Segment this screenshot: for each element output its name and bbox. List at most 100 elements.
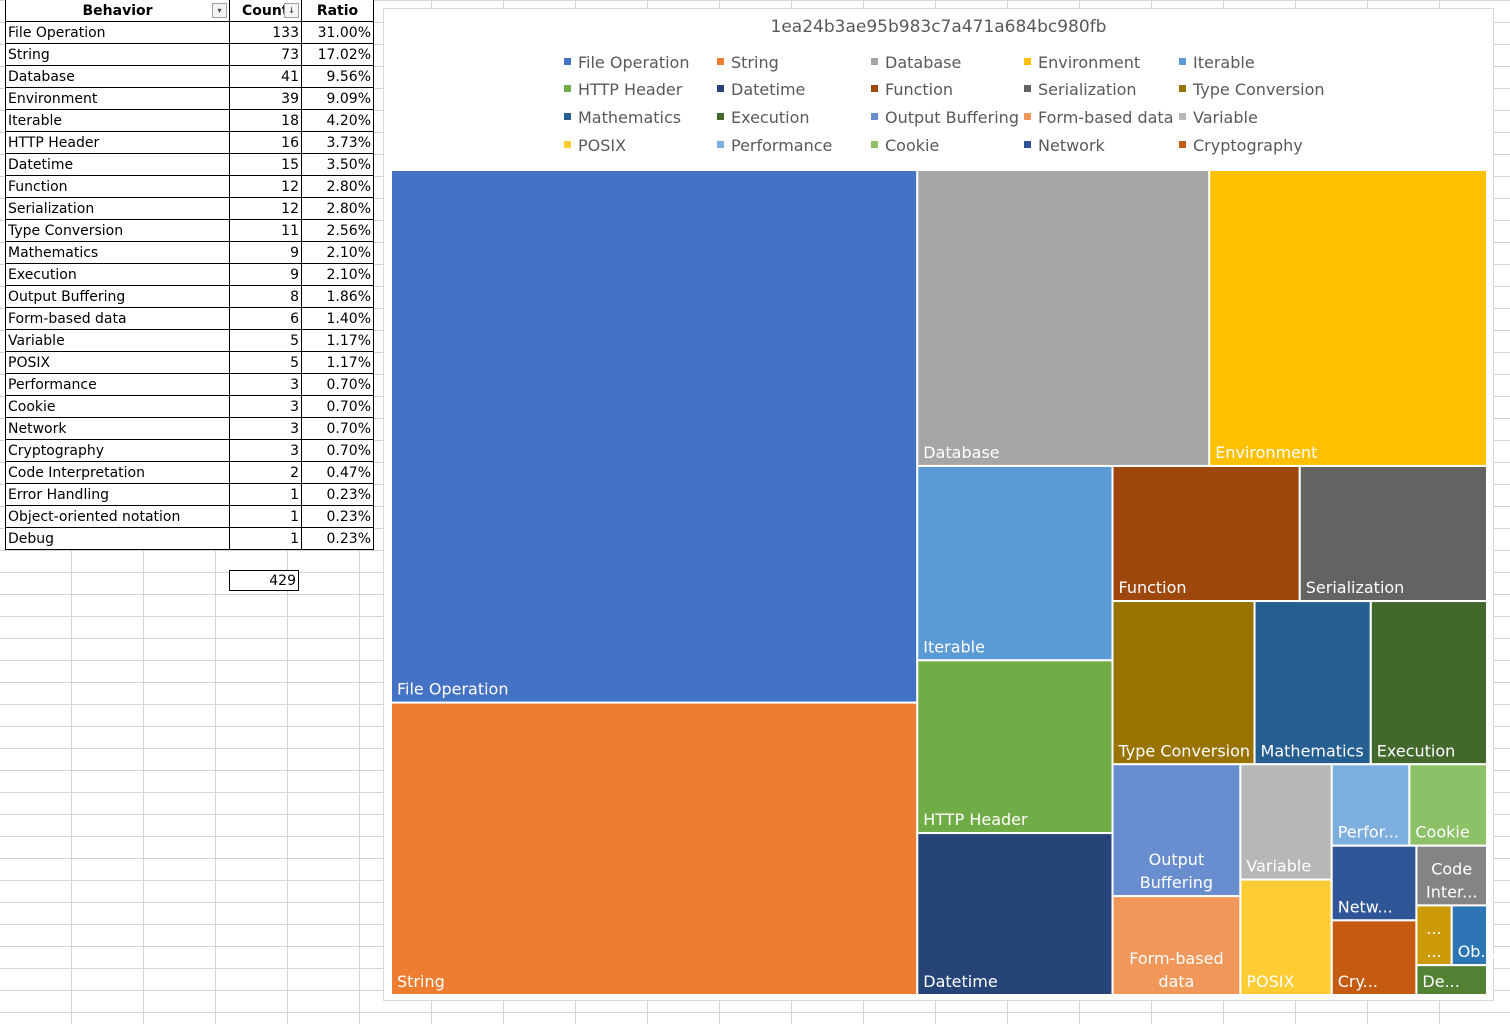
- treemap-tile[interactable]: POSIX: [1239, 878, 1333, 997]
- treemap-tile[interactable]: De...: [1415, 964, 1488, 997]
- treemap-rect[interactable]: [1415, 964, 1488, 997]
- treemap-rect[interactable]: [1253, 600, 1372, 766]
- cell-count[interactable]: 1: [229, 483, 302, 506]
- legend-item[interactable]: Serialization: [1024, 80, 1137, 100]
- legend-item[interactable]: Cryptography: [1179, 136, 1303, 156]
- cell-count[interactable]: 9: [229, 241, 302, 264]
- cell-count[interactable]: 133: [229, 21, 302, 44]
- treemap-rect[interactable]: [390, 169, 919, 704]
- cell-behavior[interactable]: Cryptography: [5, 439, 230, 462]
- cell-count[interactable]: 3: [229, 395, 302, 418]
- cell-ratio[interactable]: 0.70%: [301, 439, 374, 462]
- cell-behavior[interactable]: Environment: [5, 87, 230, 110]
- cell-behavior[interactable]: Error Handling: [5, 483, 230, 506]
- treemap-tile[interactable]: Code Inter...: [1415, 844, 1488, 907]
- cell-ratio[interactable]: 1.17%: [301, 351, 374, 374]
- legend-item[interactable]: Form-based data: [1024, 108, 1174, 128]
- cell-ratio[interactable]: 2.56%: [301, 219, 374, 242]
- treemap-tile[interactable]: Output Buffering: [1111, 763, 1242, 898]
- cell-count[interactable]: 73: [229, 43, 302, 66]
- treemap-tile[interactable]: Execution: [1369, 600, 1488, 766]
- cell-behavior[interactable]: Cookie: [5, 395, 230, 418]
- cell-behavior[interactable]: Database: [5, 65, 230, 88]
- legend-item[interactable]: Type Conversion: [1179, 80, 1325, 100]
- cell-count[interactable]: 18: [229, 109, 302, 132]
- cell-ratio[interactable]: 0.47%: [301, 461, 374, 484]
- treemap-rect[interactable]: [916, 659, 1114, 835]
- cell-count[interactable]: 3: [229, 439, 302, 462]
- legend-item[interactable]: Cookie: [871, 136, 939, 156]
- treemap-rect[interactable]: [1239, 763, 1333, 881]
- treemap-rect[interactable]: [1208, 169, 1488, 467]
- treemap-rect[interactable]: [916, 464, 1114, 662]
- cell-behavior[interactable]: Variable: [5, 329, 230, 352]
- cell-count[interactable]: 41: [229, 65, 302, 88]
- cell-count[interactable]: 39: [229, 87, 302, 110]
- cell-count[interactable]: 3: [229, 417, 302, 440]
- treemap-tile[interactable]: Cry...: [1330, 919, 1418, 997]
- cell-behavior[interactable]: String: [5, 43, 230, 66]
- treemap-rect[interactable]: [1330, 919, 1418, 997]
- legend-item[interactable]: Iterable: [1179, 53, 1255, 73]
- treemap-tile[interactable]: Variable: [1239, 763, 1333, 881]
- legend-item[interactable]: Database: [871, 53, 961, 73]
- cell-behavior[interactable]: Performance: [5, 373, 230, 396]
- cell-behavior[interactable]: HTTP Header: [5, 131, 230, 154]
- cell-ratio[interactable]: 17.02%: [301, 43, 374, 66]
- cell-behavior[interactable]: Form-based data: [5, 307, 230, 330]
- treemap-tile[interactable]: String: [390, 701, 919, 996]
- cell-behavior[interactable]: Datetime: [5, 153, 230, 176]
- cell-ratio[interactable]: 0.23%: [301, 483, 374, 506]
- cell-ratio[interactable]: 0.70%: [301, 373, 374, 396]
- treemap-rect[interactable]: [1330, 763, 1411, 847]
- cell-ratio[interactable]: 2.80%: [301, 197, 374, 220]
- treemap-tile[interactable]: Cookie: [1408, 763, 1489, 847]
- cell-ratio[interactable]: 3.50%: [301, 153, 374, 176]
- treemap-tile[interactable]: Datetime: [916, 832, 1114, 996]
- cell-count[interactable]: 6: [229, 307, 302, 330]
- cell-behavior[interactable]: Execution: [5, 263, 230, 286]
- cell-ratio[interactable]: 0.23%: [301, 505, 374, 528]
- header-behavior[interactable]: Behavior ▾: [5, 0, 230, 22]
- cell-ratio[interactable]: 2.80%: [301, 175, 374, 198]
- cell-behavior[interactable]: Output Buffering: [5, 285, 230, 308]
- treemap-rect[interactable]: [1239, 878, 1333, 997]
- cell-behavior[interactable]: File Operation: [5, 21, 230, 44]
- cell-count[interactable]: 1: [229, 505, 302, 528]
- cell-count[interactable]: 3: [229, 373, 302, 396]
- cell-ratio[interactable]: 1.40%: [301, 307, 374, 330]
- cell-ratio[interactable]: 3.73%: [301, 131, 374, 154]
- treemap-rect[interactable]: [916, 832, 1114, 996]
- treemap-rect[interactable]: [390, 701, 919, 996]
- treemap-tile[interactable]: Environment: [1208, 169, 1488, 467]
- legend-item[interactable]: Environment: [1024, 53, 1140, 73]
- filter-dropdown-icon[interactable]: ▾: [212, 3, 227, 18]
- cell-count[interactable]: 11: [229, 219, 302, 242]
- treemap-rect[interactable]: [1111, 763, 1242, 898]
- treemap-tile[interactable]: Mathematics: [1253, 600, 1372, 766]
- cell-ratio[interactable]: 0.70%: [301, 395, 374, 418]
- cell-count[interactable]: 12: [229, 197, 302, 220]
- cell-ratio[interactable]: 2.10%: [301, 263, 374, 286]
- legend-item[interactable]: Datetime: [717, 80, 805, 100]
- cell-count[interactable]: 2: [229, 461, 302, 484]
- treemap-tile[interactable]: ......: [1415, 904, 1453, 967]
- cell-behavior[interactable]: POSIX: [5, 351, 230, 374]
- cell-ratio[interactable]: 9.09%: [301, 87, 374, 110]
- cell-count[interactable]: 12: [229, 175, 302, 198]
- cell-behavior[interactable]: Type Conversion: [5, 219, 230, 242]
- treemap-rect[interactable]: [1415, 844, 1488, 907]
- legend-item[interactable]: Variable: [1179, 108, 1258, 128]
- treemap-rect[interactable]: [1111, 600, 1256, 766]
- treemap-tile[interactable]: Type Conversion: [1111, 600, 1256, 766]
- cell-ratio[interactable]: 1.86%: [301, 285, 374, 308]
- cell-ratio[interactable]: 0.70%: [301, 417, 374, 440]
- cell-behavior[interactable]: Function: [5, 175, 230, 198]
- treemap-tile[interactable]: Perfor...: [1330, 763, 1411, 847]
- legend-item[interactable]: Execution: [717, 108, 810, 128]
- header-count[interactable]: Count ↓: [229, 0, 302, 22]
- cell-behavior[interactable]: Network: [5, 417, 230, 440]
- treemap-rect[interactable]: [1450, 904, 1488, 967]
- cell-count[interactable]: 5: [229, 329, 302, 352]
- cell-behavior[interactable]: Mathematics: [5, 241, 230, 264]
